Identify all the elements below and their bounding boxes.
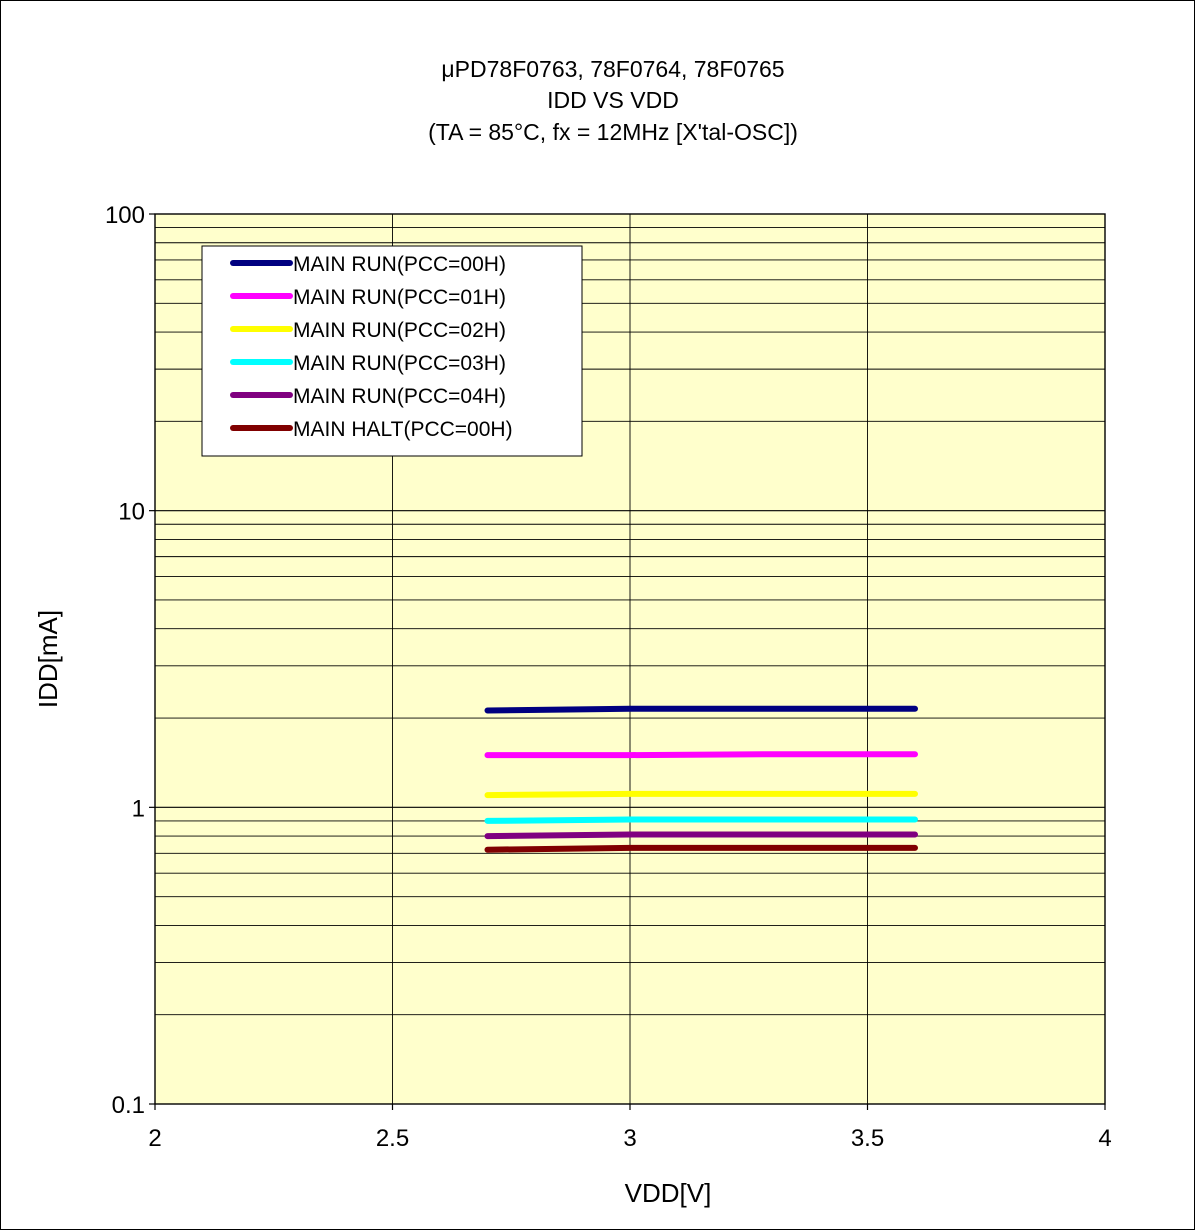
chart-title-line-2: IDD VS VDD: [547, 87, 679, 113]
series-line-2: [484, 751, 918, 759]
legend-entry-label: MAIN HALT(PCC=00H): [293, 418, 513, 441]
x-tick-label: 4: [1098, 1125, 1111, 1152]
series-lines: [484, 705, 918, 853]
x-tick-label: 2: [148, 1125, 161, 1152]
series-line-1: [484, 705, 918, 714]
y-axis-ticks: 0.1 1 10 100: [105, 202, 155, 1119]
x-axis-ticks: 2 2.5 3 3.5 4: [148, 1104, 1112, 1152]
x-axis-label: VDD[V]: [625, 1178, 712, 1208]
series-line-6: [484, 844, 918, 853]
y-tick-label: 10: [118, 499, 145, 526]
chart-title-line-3: (TA = 85°C, fx = 12MHz [X'tal-OSC]): [428, 119, 798, 145]
chart-title: μPD78F0763, 78F0764, 78F0765 IDD VS VDD …: [428, 56, 798, 145]
legend-entry-label: MAIN RUN(PCC=01H): [293, 286, 506, 309]
x-tick-label: 3: [623, 1125, 636, 1152]
chart-title-line-1: μPD78F0763, 78F0764, 78F0765: [441, 56, 784, 82]
y-tick-label: 1: [132, 795, 145, 822]
gridlines: [155, 214, 1105, 1104]
legend-entry-label: MAIN RUN(PCC=04H): [293, 385, 506, 408]
x-tick-label: 2.5: [376, 1125, 409, 1152]
y-tick-label: 100: [105, 202, 145, 229]
series-line-4: [484, 816, 918, 824]
legend-entry-label: MAIN RUN(PCC=00H): [293, 253, 506, 276]
x-tick-label: 3.5: [851, 1125, 884, 1152]
legend-box: [201, 245, 583, 457]
y-axis-label: IDD[mA]: [33, 610, 63, 708]
series-line-5: [484, 831, 918, 840]
legend-entry-label: MAIN RUN(PCC=02H): [293, 319, 506, 342]
legend: MAIN RUN(PCC=00H) MAIN RUN(PCC=01H) MAIN R…: [201, 245, 583, 457]
y-tick-label: 0.1: [112, 1092, 145, 1119]
series-line-3: [484, 790, 918, 799]
legend-entry-label: MAIN RUN(PCC=03H): [293, 352, 506, 375]
